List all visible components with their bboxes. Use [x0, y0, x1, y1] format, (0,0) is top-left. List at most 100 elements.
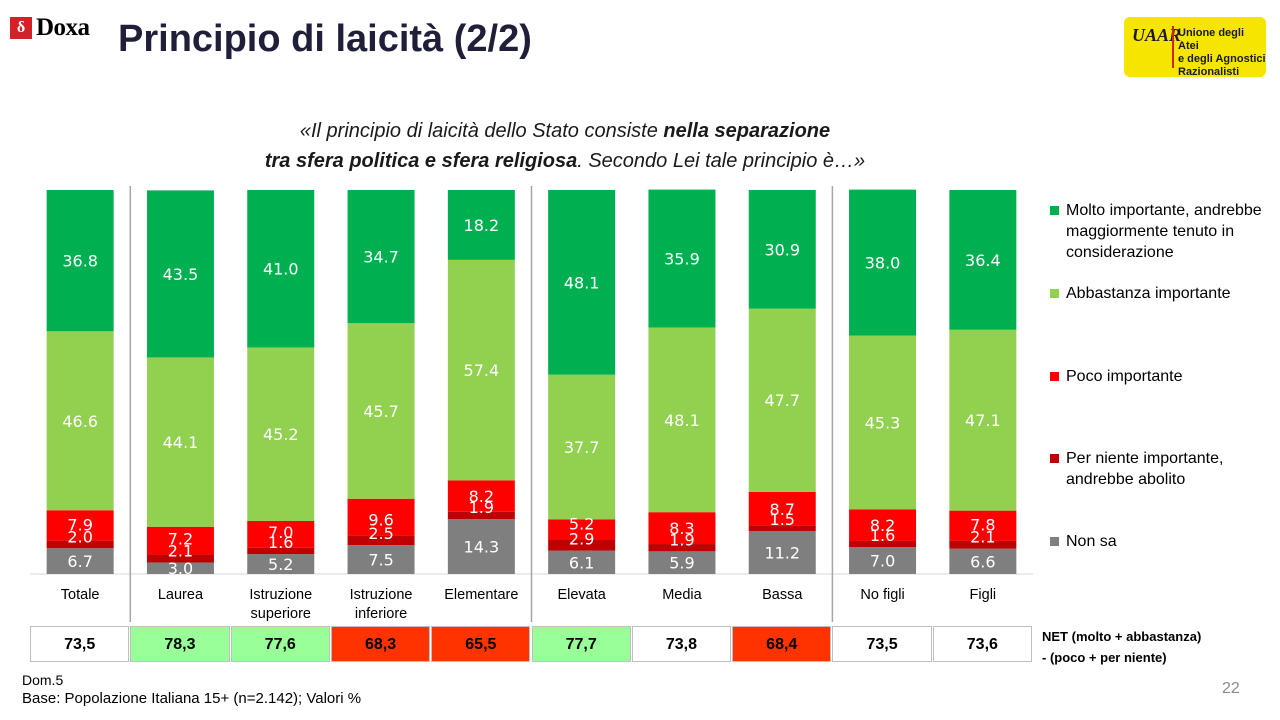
- legend-label: Abbastanza importante: [1066, 285, 1231, 302]
- data-label: 45.2: [263, 425, 299, 444]
- bar-segment: [46, 510, 114, 541]
- bar-segment: [447, 190, 515, 260]
- data-label: 45.3: [865, 414, 901, 433]
- net-cell: 77,7: [531, 626, 631, 662]
- bar-segment: [648, 551, 716, 574]
- data-label: 2.1: [168, 541, 193, 560]
- bar-segment: [46, 190, 114, 332]
- bar-segment: [949, 329, 1017, 511]
- data-label: 8.7: [770, 500, 795, 519]
- bar-segment: [146, 190, 214, 358]
- data-label: 1.6: [870, 526, 895, 545]
- data-label: 30.9: [764, 240, 800, 259]
- bar-segment: [949, 190, 1017, 330]
- question-text: . Secondo Lei tale principio è…»: [577, 150, 866, 172]
- net-cell: 65,5: [431, 626, 531, 662]
- bar-segment: [748, 491, 816, 526]
- category-label: Elementare: [444, 587, 518, 603]
- bar-segment: [447, 259, 515, 481]
- data-label: 1.9: [469, 498, 494, 517]
- legend-swatch: [1050, 372, 1059, 381]
- legend-item: Per niente importante, andrebbe abolito: [1050, 448, 1266, 490]
- data-label: 7.0: [268, 523, 293, 542]
- question-text: «Il principio di laicità dello Stato con…: [299, 120, 664, 142]
- net-cell: 77,6: [230, 626, 330, 662]
- legend-item: Abbastanza importante: [1050, 283, 1266, 304]
- data-label: 1.5: [770, 510, 795, 529]
- bar-segment: [146, 526, 214, 555]
- data-label: 8.2: [870, 516, 895, 535]
- category-label: No figli: [860, 587, 904, 603]
- bar-segment: [247, 347, 315, 522]
- data-label: 1.9: [669, 530, 694, 549]
- question-emphasis: tra sfera politica e sfera religiosa: [264, 150, 578, 172]
- bar-segment: [447, 480, 515, 512]
- legend-label: Poco importante: [1066, 368, 1183, 385]
- category-label: Istruzione: [350, 587, 413, 603]
- data-label: 2.1: [970, 528, 995, 547]
- page-title: Principio di laicità (2/2): [118, 18, 532, 60]
- data-label: 36.8: [62, 252, 98, 271]
- bar-segment: [548, 519, 616, 540]
- legend-label: Non sa: [1066, 533, 1117, 550]
- uaar-logo: UAAR Unione degli Atei e degli Agnostici…: [1124, 17, 1266, 78]
- data-label: 5.9: [669, 554, 694, 573]
- bar-segment: [849, 335, 917, 510]
- legend-item: Poco importante: [1050, 366, 1266, 387]
- net-label-line: - (poco + per niente): [1042, 650, 1167, 665]
- bar-segment: [447, 519, 515, 574]
- bar-segment: [949, 540, 1017, 549]
- net-cell: 68,3: [330, 626, 431, 662]
- data-label: 41.0: [263, 260, 299, 279]
- data-label: 47.1: [965, 411, 1001, 430]
- data-label: 48.1: [564, 273, 600, 292]
- data-label: 18.2: [464, 216, 500, 235]
- data-label: 37.7: [564, 438, 600, 457]
- bar-segment: [247, 190, 315, 348]
- net-cell: 73,5: [832, 626, 932, 662]
- category-label: Totale: [61, 587, 100, 603]
- doxa-logo: δ Doxa: [10, 14, 90, 42]
- category-label: Bassa: [762, 587, 803, 603]
- bar-segment: [347, 323, 415, 499]
- legend-item: Molto importante, andrebbe maggiormente …: [1050, 200, 1266, 263]
- category-label: Media: [662, 587, 702, 603]
- legend-swatch: [1050, 206, 1059, 215]
- sample-base-note: Base: Popolazione Italiana 15+ (n=2.142)…: [22, 690, 362, 707]
- data-label: 48.1: [664, 411, 700, 430]
- bar-segment: [247, 521, 315, 548]
- bar-segment: [146, 357, 214, 527]
- question-line-1: «Il principio di laicità dello Stato con…: [150, 116, 980, 146]
- data-label: 14.3: [464, 538, 500, 557]
- data-label: 7.8: [970, 516, 995, 535]
- bar-segment: [849, 540, 917, 548]
- bar-segment: [849, 547, 917, 574]
- data-label: 5.2: [268, 555, 293, 574]
- question-emphasis: nella separazione: [663, 120, 831, 142]
- bar-segment: [748, 530, 816, 574]
- data-label: 1.6: [268, 533, 293, 552]
- stacked-bar-chart: 6.72.07.946.636.8Totale3.02.17.244.143.5…: [30, 186, 1033, 622]
- data-label: 8.3: [669, 519, 694, 538]
- data-label: 36.4: [965, 251, 1001, 270]
- data-label: 6.6: [970, 552, 995, 571]
- net-label: NET (molto + abbastanza) - (poco + per n…: [1042, 626, 1201, 668]
- data-label: 57.4: [464, 361, 500, 380]
- data-label: 8.2: [469, 487, 494, 506]
- doxa-logo-mark: δ: [10, 17, 32, 39]
- data-label: 7.5: [368, 551, 393, 570]
- uaar-monogram: UAAR: [1132, 25, 1182, 45]
- uaar-name-line: e degli Agnostici: [1178, 53, 1266, 65]
- category-label: Istruzione: [249, 587, 312, 603]
- doxa-logo-text: Doxa: [36, 14, 90, 41]
- data-label: 7.0: [870, 552, 895, 571]
- uaar-divider: [1172, 26, 1174, 68]
- bar-segment: [347, 535, 415, 546]
- bar-segment: [748, 190, 816, 309]
- net-cell: 78,3: [130, 626, 230, 662]
- bar-segment: [347, 498, 415, 536]
- bar-segment: [748, 308, 816, 492]
- category-label: inferiore: [355, 606, 407, 622]
- page-number: 22: [1222, 680, 1240, 697]
- legend-item: Non sa: [1050, 531, 1266, 552]
